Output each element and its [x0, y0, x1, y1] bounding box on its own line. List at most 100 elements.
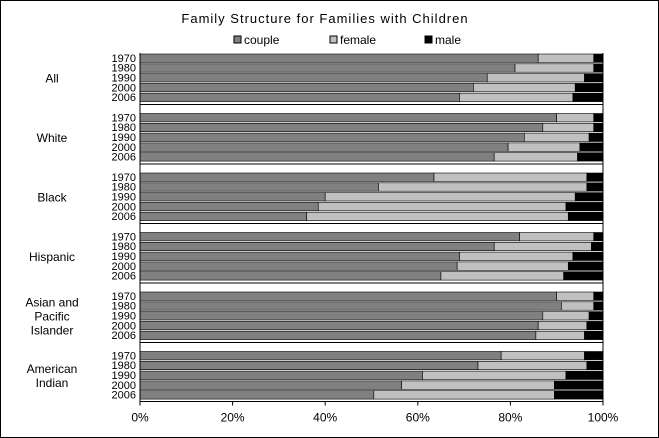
- bar-male: [588, 311, 604, 321]
- bar-female: [556, 291, 595, 301]
- bar-male: [567, 211, 604, 221]
- bar-couple: [139, 232, 520, 242]
- year-tick-label: 1970: [112, 350, 136, 362]
- bar-female: [477, 360, 588, 370]
- year-tick-label: 1990: [112, 311, 136, 323]
- bar-female: [537, 53, 595, 63]
- bar-male: [574, 83, 604, 93]
- category-label: Pacific: [34, 310, 69, 324]
- bar-couple: [139, 251, 460, 261]
- bar-female: [473, 83, 576, 93]
- bar-couple: [139, 182, 379, 192]
- year-tick-label: 1980: [112, 63, 136, 75]
- bar-couple: [139, 211, 307, 221]
- category-label: Islander: [31, 324, 74, 338]
- bar-female: [542, 123, 595, 133]
- year-tick-label: 2006: [112, 211, 136, 223]
- bar-male: [563, 271, 604, 281]
- bar-female: [556, 113, 595, 123]
- bar-male: [586, 321, 604, 331]
- bar-male: [554, 380, 604, 390]
- year-tick-label: 1990: [112, 132, 136, 144]
- bar-couple: [139, 123, 544, 133]
- bar-couple: [139, 271, 442, 281]
- bar-male: [554, 390, 604, 400]
- year-tick-label: 1990: [112, 192, 136, 204]
- bar-male: [588, 132, 604, 142]
- year-tick-label: 2006: [112, 330, 136, 342]
- year-tick-label: 2000: [112, 142, 136, 154]
- year-tick-label: 1980: [112, 301, 136, 313]
- bar-female: [306, 211, 569, 221]
- bar-couple: [139, 380, 402, 390]
- year-tick-label: 2006: [112, 92, 136, 104]
- bar-couple: [139, 321, 539, 331]
- category-label: Indian: [36, 376, 69, 390]
- category-label: American: [27, 362, 78, 376]
- bar-male: [593, 123, 604, 133]
- legend-label-female: female: [340, 33, 376, 47]
- year-tick-label: 2006: [112, 271, 136, 283]
- bar-couple: [139, 351, 502, 361]
- year-tick-label: 1980: [112, 360, 136, 372]
- bar-couple: [139, 242, 495, 252]
- bar-male: [572, 92, 604, 102]
- bar-male: [593, 301, 604, 311]
- bar-male: [593, 63, 604, 73]
- bar-couple: [139, 92, 460, 102]
- bar-couple: [139, 192, 326, 202]
- year-tick-label: 1970: [112, 112, 136, 124]
- year-tick-label: 1980: [112, 122, 136, 134]
- bar-couple: [139, 172, 435, 182]
- bar-male: [593, 53, 604, 63]
- bar-female: [493, 242, 592, 252]
- bar-female: [493, 152, 578, 162]
- x-tick-label: 100%: [588, 411, 619, 425]
- bar-female: [440, 271, 564, 281]
- bar-male: [584, 351, 604, 361]
- legend-label-couple: couple: [244, 33, 280, 47]
- bar-female: [401, 380, 555, 390]
- x-tick-label: 60%: [406, 411, 430, 425]
- bar-male: [593, 113, 604, 123]
- year-tick-label: 1970: [112, 231, 136, 243]
- bar-male: [584, 330, 604, 340]
- bar-female: [537, 321, 588, 331]
- bar-male: [593, 291, 604, 301]
- bar-male: [586, 360, 604, 370]
- bar-female: [561, 301, 595, 311]
- bar-female: [486, 73, 585, 83]
- bar-couple: [139, 360, 479, 370]
- bar-female: [535, 330, 585, 340]
- bar-couple: [139, 330, 537, 340]
- bar-male: [591, 242, 604, 252]
- year-tick-label: 2006: [112, 152, 136, 164]
- year-tick-label: 1990: [112, 251, 136, 263]
- year-tick-label: 2000: [112, 82, 136, 94]
- bar-couple: [139, 311, 544, 321]
- year-tick-label: 1970: [112, 172, 136, 184]
- bar-male: [586, 182, 604, 192]
- bar-couple: [139, 53, 539, 63]
- bar-couple: [139, 63, 516, 73]
- legend-label-male: male: [435, 33, 461, 47]
- category-label: Hispanic: [29, 250, 75, 264]
- bar-male: [577, 152, 604, 162]
- x-tick-label: 0%: [131, 411, 149, 425]
- legend-swatch-couple: [233, 35, 242, 44]
- bar-couple: [139, 113, 558, 123]
- plot-area: 19701980199020002006All19701980199020002…: [25, 53, 604, 402]
- bar-female: [373, 390, 555, 400]
- x-tick-label: 40%: [313, 411, 337, 425]
- bar-male: [567, 261, 604, 271]
- bar-couple: [139, 202, 319, 212]
- bar-male: [565, 202, 604, 212]
- bar-female: [456, 261, 569, 271]
- legend: couple female male: [233, 33, 461, 47]
- bar-female: [324, 192, 576, 202]
- category-label: Asian and: [25, 296, 78, 310]
- bar-male: [586, 172, 604, 182]
